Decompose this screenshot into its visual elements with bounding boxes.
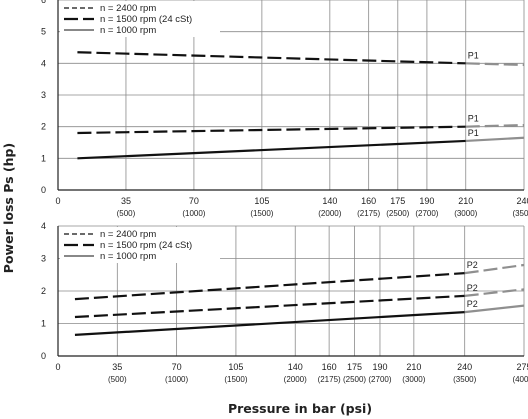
p1-legend-label-3: n = 1000 rpm (100, 25, 156, 36)
p2-x-tick-psi-label: (2000) (284, 375, 307, 384)
p1-x-tick-label: 175 (390, 196, 405, 206)
p2-x-tick-label: 70 (172, 362, 182, 372)
p2-y-tick-label: 3 (41, 254, 46, 264)
p1-y-tick-label: 1 (41, 153, 46, 163)
p1-y-tick-label: 2 (41, 122, 46, 132)
p1-x-tick-psi-label: (2000) (318, 209, 341, 218)
p1-x-tick-label: 240 (516, 196, 528, 206)
p2-x-tick-psi-label: (1000) (165, 375, 188, 384)
x-axis-title: Pressure in bar (psi) (228, 401, 372, 416)
p1-x-tick-label: 190 (419, 196, 434, 206)
p1-series-line-3 (77, 139, 466, 160)
p1-x-tick-label: 0 (55, 196, 60, 206)
chart-p1: 0 1 2 3 4 5 6 0 35 (500) 70 (1000) 105 (1500) 140 (2000… (41, 0, 528, 218)
p1-x-tick-label: 210 (458, 196, 473, 206)
p2-x-tick-label: 190 (372, 362, 387, 372)
p2-x-tick-label: 105 (228, 362, 243, 372)
p1-legend-label-1: n = 2400 rpm (100, 3, 156, 14)
p2-x-tick-label: 0 (55, 362, 60, 372)
p1-x-tick-psi-label: (3500) (512, 209, 528, 218)
p1-x-tick-label: 35 (121, 196, 131, 206)
p2-x-tick-psi-label: (3500) (453, 375, 476, 384)
p2-x-tick-label: 175 (347, 362, 362, 372)
p2-legend-label-2: n = 1500 rpm (24 cSt) (100, 240, 192, 251)
p1-series-label-3: P1 (468, 128, 479, 138)
p2-series-extension-1 (464, 263, 525, 275)
p1-x-tick-label: 105 (254, 196, 269, 206)
p2-series-label-2: P2 (467, 283, 478, 293)
p2-series-extension-3 (464, 304, 525, 314)
p2-x-tick-psi-label: (2500) (343, 375, 366, 384)
p1-x-tick-psi-label: (500) (117, 209, 136, 218)
p2-x-tick-label: 35 (112, 362, 122, 372)
p2-x-tick-psi-label: (500) (108, 375, 127, 384)
p2-x-tick-label: 140 (288, 362, 303, 372)
p2-x-tick-psi-label: (1500) (224, 375, 247, 384)
p1-x-tick-label: 140 (322, 196, 337, 206)
p1-x-tick-psi-label: (1000) (182, 209, 205, 218)
p1-y-tick-label: 5 (41, 27, 46, 37)
p1-series-extension-2 (465, 123, 525, 128)
p1-series-extension-1 (465, 62, 525, 67)
p2-x-tick-psi-label: (3000) (402, 375, 425, 384)
p1-y-tick-label: 4 (41, 58, 46, 68)
p1-y-tick-label: 3 (41, 90, 46, 100)
chart-p2: 0 1 2 3 4 0 35 (500) 70 (1000) 105 (1500) 140 (2000) 1… (41, 221, 528, 384)
p1-x-tick-psi-label: (3000) (454, 209, 477, 218)
p2-y-tick-label: 4 (41, 221, 46, 231)
p2-series-line-1 (74, 272, 465, 301)
p2-series-line-3 (74, 311, 465, 336)
p2-y-tick-label: 0 (41, 351, 46, 361)
p1-x-tick-label: 70 (189, 196, 199, 206)
p2-legend-label-3: n = 1000 rpm (100, 251, 156, 262)
p2-series-extension-2 (464, 288, 525, 297)
p1-x-tick-psi-label: (2500) (386, 209, 409, 218)
p2-series-label-1: P2 (467, 260, 478, 270)
p1-series-extension-3 (465, 136, 525, 143)
p1-x-tick-psi-label: (2175) (357, 209, 380, 218)
p2-x-tick-label: 210 (406, 362, 421, 372)
p2-legend-label-1: n = 2400 rpm (100, 229, 156, 240)
p1-x-tick-psi-label: (2700) (415, 209, 438, 218)
p1-series-label-2: P1 (468, 114, 479, 124)
p1-x-tick-psi-label: (1500) (250, 209, 273, 218)
y-axis-title: Power loss Ps (hp) (1, 143, 16, 273)
p2-x-tick-psi-label: (4000) (512, 375, 528, 384)
p1-legend-label-2: n = 1500 rpm (24 cSt) (100, 14, 192, 25)
p1-y-tick-label: 0 (41, 185, 46, 195)
p2-x-tick-label: 160 (322, 362, 337, 372)
p2-series-line-2 (74, 294, 465, 319)
p2-series-label-3: P2 (467, 299, 478, 309)
p2-y-tick-label: 2 (41, 286, 46, 296)
p2-x-tick-psi-label: (2700) (368, 375, 391, 384)
p2-x-tick-psi-label: (2175) (318, 375, 341, 384)
p2-x-tick-label: 240 (457, 362, 472, 372)
p1-series-line-2 (77, 125, 466, 135)
p1-x-tick-label: 160 (361, 196, 376, 206)
p1-series-line-1 (77, 51, 466, 65)
p1-series-label-1: P1 (468, 50, 479, 60)
p2-y-tick-label: 1 (41, 319, 46, 329)
p1-y-tick-label: 6 (41, 0, 46, 5)
p2-x-tick-label: 275 (516, 362, 528, 372)
